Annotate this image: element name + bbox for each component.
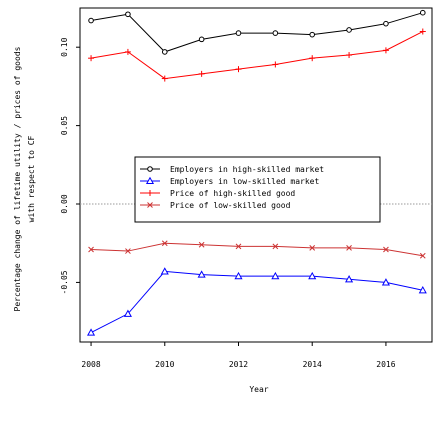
legend-item-4: Price of low-skilled good xyxy=(140,201,291,210)
legend-item-1: Employers in high-skilled market xyxy=(140,165,324,174)
y-tick-label-2: 0.05 xyxy=(60,116,69,135)
y-tick-label-0: -0.05 xyxy=(60,270,69,294)
series-3-line xyxy=(90,31,424,80)
series-2-point-7 xyxy=(345,275,354,283)
x-tick-label-4: 2016 xyxy=(376,360,395,369)
legend-label-3: Price of high-skilled good xyxy=(170,189,295,198)
y-axis-label: Percentage change of lifetime utility / … xyxy=(13,46,22,311)
legend-marker-point-3 xyxy=(147,190,153,196)
series-2-point-9 xyxy=(418,286,427,294)
series-2-point-3 xyxy=(197,270,206,278)
series-1-point-0 xyxy=(88,17,94,24)
x-axis: 2008 2010 2012 2014 2016 xyxy=(81,342,396,369)
series-4-point-1 xyxy=(125,248,131,254)
series-2-point-5 xyxy=(271,271,280,280)
legend-marker-point-4 xyxy=(147,202,153,208)
series-3-point-9 xyxy=(419,28,426,35)
y-tick-label-1: 0.00 xyxy=(60,194,69,213)
series-1-point-1 xyxy=(125,11,131,18)
series-4-point-9 xyxy=(419,252,426,259)
series-3-point-2 xyxy=(161,75,168,82)
series-3-point-7 xyxy=(346,52,353,59)
series-1-line xyxy=(90,12,423,53)
x-tick-label-1: 2010 xyxy=(155,360,174,369)
series-3-point-1 xyxy=(124,48,131,55)
series-4-point-4 xyxy=(235,243,242,250)
series-1-point-4 xyxy=(235,30,242,36)
series-1-point-6 xyxy=(309,31,316,38)
series-4-point-3 xyxy=(198,241,205,248)
legend-items: Employers in high-skilled market Employer… xyxy=(140,165,324,210)
x-tick-label-0: 2008 xyxy=(81,360,100,369)
series-3-point-3 xyxy=(198,70,205,77)
legend: Employers in high-skilled market Employer… xyxy=(134,156,381,223)
legend-marker-point-1 xyxy=(147,166,153,172)
series-4-line xyxy=(91,242,423,257)
legend-box xyxy=(134,156,381,223)
x-tick-label-2: 2012 xyxy=(229,360,248,369)
series-4 xyxy=(88,240,426,259)
plot-area-border xyxy=(79,7,433,343)
legend-item-2: Employers in low-skilled market xyxy=(140,176,319,186)
y-tick-label-3: 0.10 xyxy=(60,37,69,56)
series-2-point-8 xyxy=(381,278,390,286)
series-2-point-6 xyxy=(308,271,317,280)
series-2 xyxy=(87,267,427,336)
series-layer xyxy=(87,9,427,336)
series-3-point-4 xyxy=(235,66,242,73)
legend-label-4: Price of low-skilled good xyxy=(170,201,291,210)
series-1-point-5 xyxy=(272,30,279,36)
series-3-point-0 xyxy=(88,55,95,62)
series-3-point-6 xyxy=(309,55,316,62)
legend-label-2: Employers in low-skilled market xyxy=(170,177,319,186)
series-2-point-2 xyxy=(160,267,169,275)
series-1-point-7 xyxy=(346,27,352,33)
legend-item-3: Price of high-skilled good xyxy=(140,189,295,198)
series-1-point-8 xyxy=(383,20,389,27)
y-axis-label-secondary: with respect to CF xyxy=(27,135,36,222)
series-2-line xyxy=(90,270,423,334)
x-axis-label: Year xyxy=(249,385,268,394)
series-4-point-6 xyxy=(309,245,316,251)
legend-marker-point-2 xyxy=(145,176,155,185)
series-3-point-8 xyxy=(382,47,389,54)
series-1-point-3 xyxy=(198,36,205,43)
series-3-point-5 xyxy=(272,61,279,68)
series-1-point-2 xyxy=(161,49,168,55)
series-4-point-0 xyxy=(88,246,94,253)
legend-label-1: Employers in high-skilled market xyxy=(170,165,324,174)
series-3 xyxy=(88,28,426,82)
series-2-point-1 xyxy=(123,309,132,317)
series-2-point-0 xyxy=(87,328,96,336)
series-1 xyxy=(88,9,426,55)
series-4-point-7 xyxy=(346,245,352,251)
series-1-point-9 xyxy=(419,9,426,16)
series-4-point-8 xyxy=(383,246,389,253)
series-4-point-2 xyxy=(161,240,168,247)
x-tick-label-3: 2014 xyxy=(303,360,322,369)
series-4-point-5 xyxy=(272,243,279,250)
series-2-point-4 xyxy=(234,271,243,280)
y-axis: -0.05 0.00 0.05 0.10 xyxy=(60,37,80,294)
